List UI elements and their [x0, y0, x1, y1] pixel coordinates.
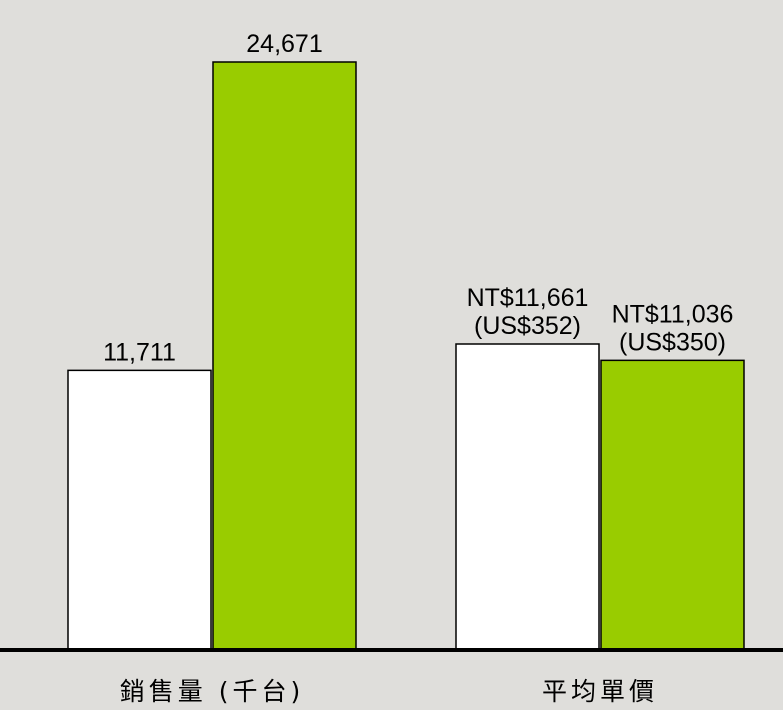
bar	[67, 369, 212, 650]
bar	[600, 359, 745, 650]
value-label: 11,711	[103, 338, 176, 366]
bar	[455, 343, 600, 650]
category-label: 平均單價	[542, 677, 658, 706]
value-label: NT$11,036 (US$350)	[612, 300, 734, 356]
value-label: NT$11,661 (US$352)	[467, 284, 589, 340]
value-label: 24,671	[246, 30, 322, 58]
category-label: 銷售量 (千台)	[120, 677, 304, 706]
bar	[212, 61, 357, 650]
